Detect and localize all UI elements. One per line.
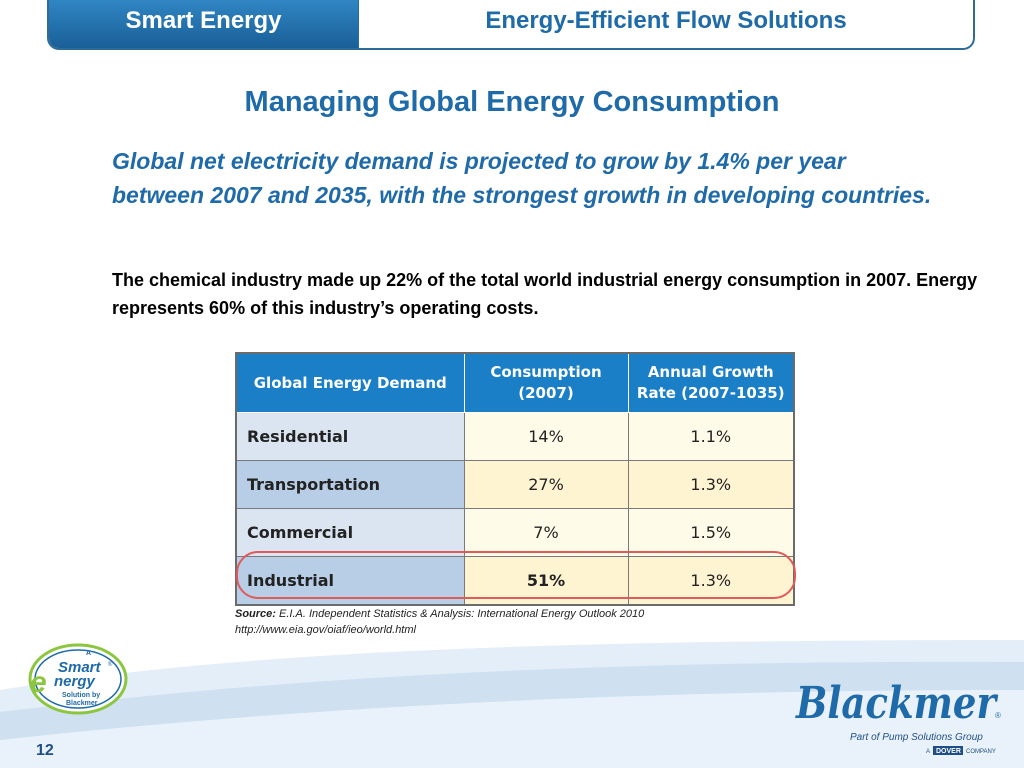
consumption-cell: 51% — [463, 556, 629, 606]
growth-rate-cell: 1.3% — [627, 556, 795, 606]
header-section-label: Smart Energy — [49, 0, 358, 48]
growth-rate-cell: 1.1% — [627, 412, 795, 461]
page-number: 12 — [36, 742, 54, 759]
blackmer-logo-tagline: Part of Pump Solutions Group — [850, 732, 983, 743]
blackmer-logo: Blackmer ® Part of Pump Solutions Group … — [794, 678, 1001, 755]
source-url: http://www.eia.gov/oiaf/ieo/world.html — [235, 624, 416, 636]
consumption-cell: 14% — [463, 412, 629, 461]
subtitle: Global net electricity demand is project… — [112, 148, 932, 208]
smart-logo-e: e — [30, 666, 47, 699]
smart-logo-word1: Smart — [58, 659, 102, 676]
header-bar: Smart Energy Energy-Efficient Flow Solut… — [47, 0, 975, 50]
column-header: Consumption (2007) — [463, 352, 629, 413]
smart-energy-logo: A Smart e nergy ® Solution by Blackmer — [28, 643, 128, 715]
dover-suffix: COMPANY — [966, 749, 996, 755]
dover-prefix: A — [926, 749, 930, 755]
body-text: The chemical industry made up 22% of the… — [112, 270, 978, 318]
consumption-cell: 27% — [463, 460, 629, 509]
consumption-cell: 7% — [463, 508, 629, 557]
smart-logo-reg: ® — [108, 661, 113, 668]
source-label: Source: — [235, 608, 276, 620]
growth-rate-cell: 1.3% — [627, 460, 795, 509]
category-cell: Commercial — [235, 508, 465, 557]
table-header-row: Global Energy Demand Consumption (2007) … — [235, 352, 795, 413]
category-cell: Industrial — [235, 556, 465, 606]
category-cell: Transportation — [235, 460, 465, 509]
header-topic-label: Energy-Efficient Flow Solutions — [358, 0, 973, 48]
blackmer-logo-name: Blackmer — [794, 678, 998, 729]
growth-rate-cell: 1.5% — [627, 508, 795, 557]
smart-logo-line1: Solution by — [62, 692, 100, 699]
dover-name: DOVER — [936, 748, 961, 755]
smart-logo-word2: nergy — [54, 673, 96, 690]
table-row: Transportation 27% 1.3% — [235, 460, 795, 509]
smart-logo-line2: Blackmer — [66, 700, 98, 707]
source-note: Source: E.I.A. Independent Statistics & … — [235, 606, 835, 638]
column-header: Global Energy Demand — [235, 352, 465, 413]
table-row: Residential 14% 1.1% — [235, 412, 795, 461]
page-title: Managing Global Energy Consumption — [244, 86, 780, 118]
category-cell: Residential — [235, 412, 465, 461]
smart-logo-top: A — [86, 650, 91, 657]
table-row: Commercial 7% 1.5% — [235, 508, 795, 557]
blackmer-logo-reg: ® — [995, 711, 1001, 720]
column-header: Annual Growth Rate (2007-1035) — [627, 352, 795, 413]
energy-demand-table: Global Energy Demand Consumption (2007) … — [235, 352, 795, 606]
source-text: E.I.A. Independent Statistics & Analysis… — [279, 608, 645, 620]
table-row: Industrial 51% 1.3% — [235, 556, 795, 606]
